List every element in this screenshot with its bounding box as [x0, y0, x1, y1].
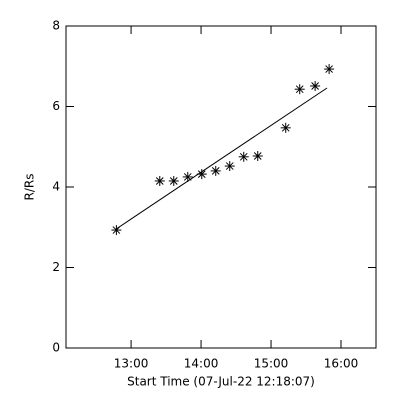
marker-stroke [253, 152, 262, 160]
y-tick-label: 6 [52, 99, 60, 113]
marker-stroke [225, 162, 234, 170]
marker-stroke [311, 82, 319, 90]
x-axis-label: Start Time (07-Jul-22 12:18:07) [127, 375, 315, 389]
data-point [196, 169, 207, 180]
marker-stroke [211, 167, 220, 175]
marker-stroke [183, 173, 192, 181]
data-point [324, 64, 335, 75]
x-tick-label: 16:00 [324, 357, 359, 371]
y-tick-label: 0 [52, 341, 60, 355]
marker-stroke [295, 85, 304, 94]
marker-stroke [155, 177, 164, 185]
data-point [252, 151, 263, 162]
data-point [168, 175, 179, 186]
y-axis-label: R/Rs [23, 174, 37, 201]
data-point [310, 80, 321, 91]
y-tick-label: 4 [52, 180, 60, 194]
plot-frame [65, 25, 377, 349]
x-tick-label: 14:00 [184, 357, 219, 371]
data-point [154, 175, 165, 186]
data-point [280, 122, 291, 133]
x-tick-label: 15:00 [254, 357, 289, 371]
data-point [210, 165, 221, 176]
data-point [111, 225, 122, 236]
fit-line [116, 87, 328, 230]
x-tick-label: 13:00 [114, 357, 149, 371]
data-point [294, 84, 305, 95]
marker-stroke [112, 226, 121, 234]
data-point [238, 151, 249, 162]
y-tick-label: 8 [52, 19, 60, 33]
y-tick-label: 2 [52, 260, 60, 274]
marker-stroke [197, 170, 206, 178]
data-point [182, 171, 193, 182]
data-point [224, 161, 235, 172]
marker-stroke [239, 152, 248, 161]
marker-stroke [169, 177, 178, 185]
marker-stroke [325, 65, 333, 73]
marker-stroke [281, 123, 290, 132]
